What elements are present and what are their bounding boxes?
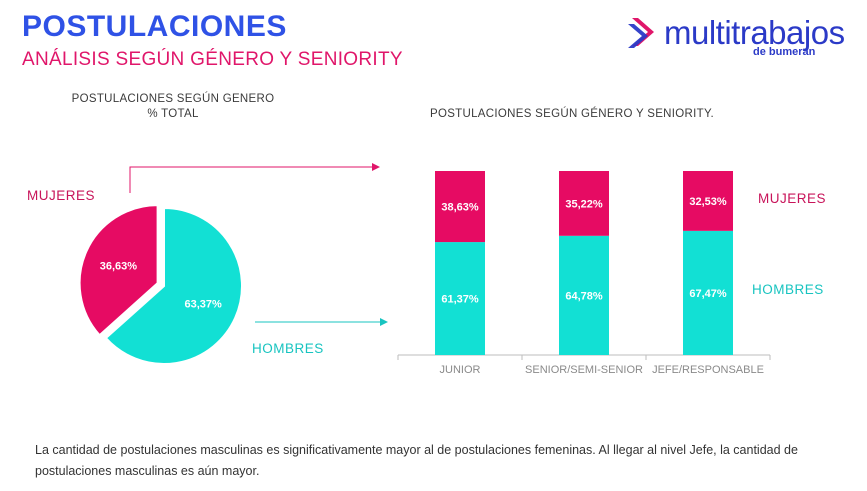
pie-title-line-2: % TOTAL <box>147 108 199 120</box>
bar-chart-title: POSTULACIONES SEGÚN GÉNERO Y SENIORITY. <box>430 108 714 120</box>
pie-chart-title: POSTULACIONES SEGÚN GENERO % TOTAL <box>60 92 286 122</box>
bar-chart: 61,37% 38,63% JUNIOR 64,78% 35,22% SENIOR/SEM… <box>397 171 771 376</box>
logo-wordmark: multitrabajos <box>664 14 845 51</box>
brand-logo <box>628 18 654 48</box>
bar-data-label-hombres-1: 61,37% <box>441 294 479 306</box>
pie-slice-mujeres <box>78 204 159 337</box>
bar-hombres-3 <box>683 230 733 355</box>
connector-arrow-mujeres <box>129 163 380 193</box>
x-tick-label-2: SENIOR/SEMI-SENIOR <box>525 364 643 376</box>
pie-title-line-1: POSTULACIONES SEGÚN GENERO <box>71 93 275 105</box>
connector-arrow-hombres <box>255 318 388 326</box>
bar-data-label-mujeres-2: 35,22% <box>565 198 603 210</box>
bar-data-label-mujeres-1: 38,63% <box>441 202 479 214</box>
bar-mujeres-3 <box>683 171 733 231</box>
pie-slice-label-hombres: 63,37% <box>185 298 223 310</box>
bar-hombres-2 <box>559 235 609 355</box>
bar-hombres-1 <box>435 242 485 355</box>
pie-label-hombres: HOMBRES <box>252 341 324 356</box>
logo-tagline: de bumeran <box>753 46 816 58</box>
x-tick-label-1: JUNIOR <box>440 364 481 376</box>
bar-data-label-mujeres-3: 32,53% <box>689 196 727 208</box>
bar-mujeres-2 <box>559 171 609 236</box>
pie-slice-label-mujeres: 36,63% <box>100 261 138 273</box>
pie-chart: 36,63% 63,37% <box>78 204 243 365</box>
footer-note: La cantidad de postulaciones masculinas … <box>35 443 798 478</box>
pie-slice-hombres <box>104 206 243 365</box>
bar-data-label-hombres-2: 64,78% <box>565 290 603 302</box>
page-title: POSTULACIONES <box>22 10 287 43</box>
page-subtitle: ANÁLISIS SEGÚN GÉNERO Y SENIORITY <box>22 49 403 70</box>
bar-data-label-hombres-3: 67,47% <box>689 288 727 300</box>
bar-mujeres-1 <box>435 171 485 243</box>
x-tick-label-3: JEFE/RESPONSABLE <box>652 364 764 376</box>
bar-label-mujeres: MUJERES <box>758 191 827 206</box>
chevron-logo-icon <box>628 18 654 48</box>
pie-label-mujeres: MUJERES <box>27 188 96 203</box>
bar-label-hombres: HOMBRES <box>752 282 824 297</box>
